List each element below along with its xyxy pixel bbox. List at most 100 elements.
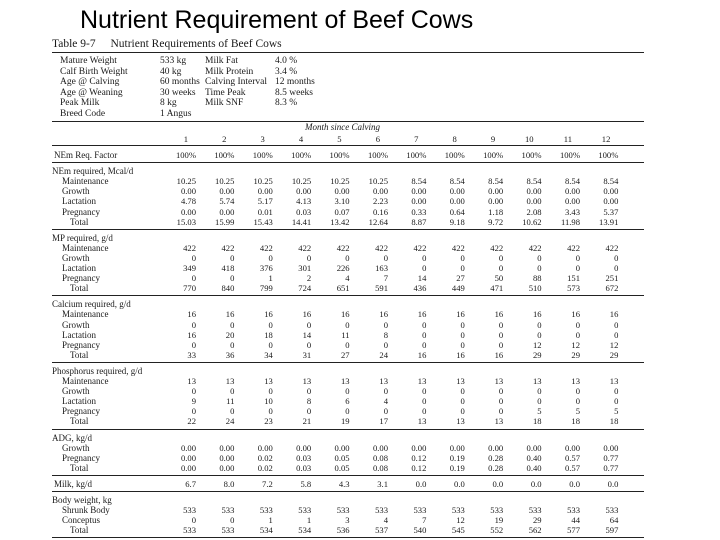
table-cell: 0 (191, 386, 196, 397)
table-cell: 19 (494, 515, 504, 526)
table-cell: 422 (221, 242, 235, 253)
table-label: Table 9-7 (52, 38, 96, 50)
table-cell: 0.00 (372, 186, 388, 197)
table-cell: 16 (609, 309, 619, 320)
info-row: Calf Birth Weight 40 kg (60, 67, 220, 78)
table-cell: 422 (298, 242, 312, 253)
table-cell: 100% (483, 150, 504, 160)
table-cell: 0 (230, 386, 235, 397)
table-cell: 0 (575, 386, 580, 397)
table-cell: 0.00 (180, 452, 196, 463)
row-label: Milk, kg/d (54, 478, 93, 489)
table-cell: 4 (345, 273, 350, 284)
table-header: Table 9-7 Nutrient Requirements of Beef … (52, 38, 282, 50)
table-cell: 422 (490, 242, 504, 253)
table-cell: 591 (375, 283, 388, 294)
table-cell: 13 (225, 376, 235, 386)
table-cell: 0.07 (334, 206, 350, 217)
table-cell: 13 (417, 416, 427, 427)
table-cell: 0 (383, 406, 388, 417)
table-cell: 0.00 (411, 196, 427, 207)
table-cell: 4 (383, 515, 388, 526)
table-cell: 0 (191, 406, 196, 417)
table-cell: 0 (191, 339, 196, 350)
table-cell: 0.03 (296, 452, 312, 463)
table-cell: 2.23 (372, 196, 388, 207)
table-cell: 0.0 (569, 478, 580, 489)
table-cell: 13 (379, 376, 388, 386)
table-cell: 0 (268, 319, 273, 330)
table-cell: 0.0 (415, 478, 427, 489)
table-cell: 0 (422, 263, 427, 273)
table-cell: 0 (230, 515, 235, 526)
table-cell: 8.54 (526, 176, 542, 187)
table-cell: 12 (456, 515, 465, 526)
month-number: 3 (260, 134, 265, 144)
table-cell: 24 (379, 349, 388, 360)
table-cell: 0.00 (219, 462, 235, 473)
table-cell: 0.00 (449, 186, 465, 197)
table-cell: 597 (605, 525, 619, 536)
section-rule (52, 537, 644, 539)
table-cell: 7.2 (262, 478, 273, 489)
table-cell: 0.0 (530, 478, 542, 489)
row-label: Pregnancy (62, 273, 100, 284)
info-row: Breed Code 1 Angus (60, 109, 220, 120)
table-cell: 0 (614, 263, 619, 273)
table-cell: 19 (341, 416, 350, 427)
section-heading: Calcium required, g/d (52, 299, 131, 310)
table-cell: 533 (259, 505, 273, 516)
table-cell: 0.00 (180, 442, 196, 453)
table-cell: 0 (306, 339, 312, 350)
row-label: Pregnancy (62, 406, 100, 417)
table-cell: 16 (456, 349, 465, 360)
table-cell: 422 (259, 242, 273, 253)
section-rule (52, 162, 644, 164)
table-cell: 0.40 (526, 462, 542, 473)
month-number: 8 (452, 134, 457, 144)
table-cell: 0 (345, 319, 350, 330)
table-cell: 3.10 (334, 196, 350, 207)
table-cell: 0 (422, 252, 427, 263)
section-heading: ADG, kg/d (52, 432, 92, 443)
table-cell: 840 (221, 283, 235, 294)
month-number: 10 (525, 134, 534, 144)
table-cell: 9.18 (449, 216, 465, 227)
table-cell: 16 (187, 309, 196, 320)
table-cell: 2.08 (526, 206, 542, 217)
table-cell: 0.00 (411, 442, 427, 453)
table-cell: 0 (537, 263, 542, 273)
table-cell: 0.64 (449, 206, 465, 217)
info-label: Milk Protein (205, 66, 254, 77)
row-label: Growth (62, 252, 90, 263)
table-cell: 100% (329, 150, 350, 160)
section-rule (52, 428, 644, 430)
table-cell: 0 (383, 339, 388, 350)
table-cell: 0.00 (526, 196, 542, 207)
table-cell: 163 (375, 263, 388, 273)
table-cell: 471 (490, 283, 504, 294)
table-cell: 0.00 (526, 442, 542, 453)
table-cell: 0.00 (488, 186, 504, 197)
table-cell: 100% (252, 150, 273, 160)
table-cell: 0.00 (296, 442, 312, 453)
table-cell: 13 (609, 376, 619, 386)
table-cell: 0.00 (488, 442, 504, 453)
table-cell: 100% (214, 150, 235, 160)
info-row: Time Peak 8.5 weeks (205, 88, 335, 99)
table-cell: 44 (571, 515, 580, 526)
table-cell: 0 (422, 329, 427, 340)
info-row: Mature Weight 533 kg (60, 56, 220, 67)
table-cell: 537 (375, 525, 388, 536)
table-cell: 9 (191, 396, 196, 407)
table-cell: 15.03 (176, 216, 196, 227)
table-cell: 8 (383, 329, 388, 340)
info-value: 60 months (160, 77, 200, 88)
info-row: Calving Interval 12 months (205, 77, 335, 88)
table-cell: 8.54 (488, 176, 504, 187)
table-cell: 0 (422, 339, 427, 350)
table-cell: 226 (336, 263, 350, 273)
table-cell: 0.03 (296, 206, 312, 217)
table-cell: 0 (230, 406, 235, 417)
row-label: Pregnancy (62, 452, 100, 463)
